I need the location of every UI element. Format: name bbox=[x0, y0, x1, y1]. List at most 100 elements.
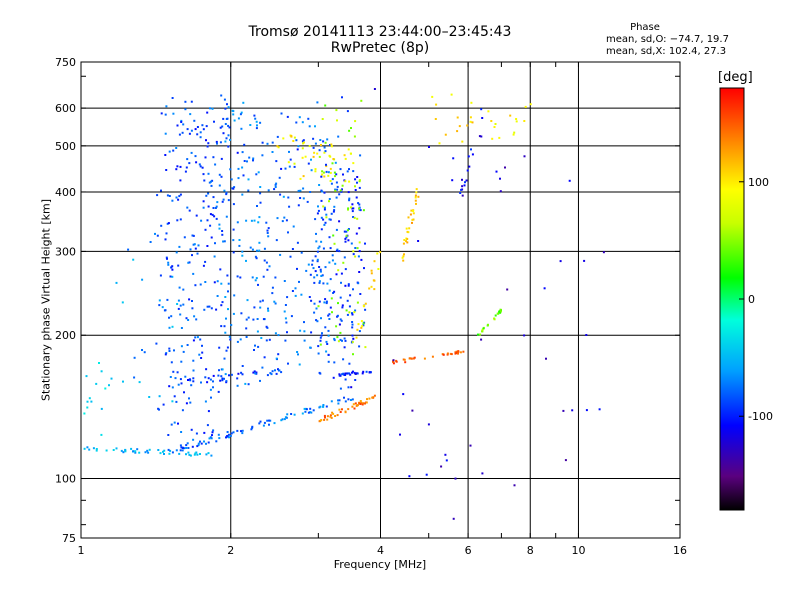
data-point bbox=[359, 403, 362, 405]
data-point bbox=[298, 116, 301, 119]
data-point bbox=[100, 433, 103, 436]
data-point bbox=[333, 339, 336, 342]
data-point bbox=[319, 139, 322, 141]
data-point bbox=[351, 207, 354, 210]
data-point bbox=[414, 196, 417, 199]
data-point bbox=[344, 268, 347, 271]
data-point bbox=[178, 452, 181, 455]
data-point bbox=[358, 227, 361, 230]
data-point bbox=[487, 323, 489, 326]
data-point bbox=[302, 139, 305, 142]
data-point bbox=[318, 184, 321, 186]
data-point bbox=[353, 371, 356, 374]
data-point bbox=[206, 305, 209, 308]
data-point bbox=[404, 361, 407, 364]
data-point bbox=[338, 374, 341, 377]
data-point bbox=[352, 250, 355, 253]
data-point bbox=[214, 163, 217, 166]
data-point bbox=[238, 239, 241, 241]
data-point bbox=[321, 274, 324, 277]
data-point bbox=[180, 360, 183, 363]
data-point bbox=[342, 358, 345, 361]
data-point bbox=[329, 278, 332, 281]
data-point bbox=[239, 276, 242, 279]
data-point bbox=[360, 401, 363, 404]
data-point bbox=[401, 256, 404, 259]
data-point bbox=[358, 208, 361, 211]
data-point bbox=[311, 259, 314, 262]
data-point bbox=[328, 313, 331, 316]
data-point bbox=[377, 268, 380, 270]
data-point bbox=[286, 331, 288, 334]
data-point bbox=[156, 234, 159, 237]
data-point bbox=[323, 175, 326, 178]
data-point bbox=[180, 382, 183, 385]
data-point bbox=[190, 384, 193, 387]
data-point bbox=[410, 209, 413, 212]
data-point bbox=[225, 193, 228, 196]
data-point bbox=[163, 449, 166, 452]
data-point bbox=[211, 107, 214, 110]
data-point bbox=[460, 188, 463, 191]
x-tick-label: 10 bbox=[571, 544, 585, 557]
data-point bbox=[523, 120, 526, 122]
data-point bbox=[360, 258, 363, 261]
data-point bbox=[219, 379, 222, 382]
data-point bbox=[267, 309, 270, 312]
data-point bbox=[523, 334, 526, 337]
data-point bbox=[278, 369, 281, 372]
data-point bbox=[177, 264, 180, 267]
data-point bbox=[176, 219, 179, 222]
data-point bbox=[369, 371, 372, 374]
data-point bbox=[347, 207, 350, 210]
data-point bbox=[189, 454, 192, 457]
data-point bbox=[232, 187, 235, 190]
data-point bbox=[354, 185, 356, 188]
data-point bbox=[456, 130, 459, 133]
data-point bbox=[179, 313, 182, 316]
data-point bbox=[232, 110, 235, 113]
data-point bbox=[278, 176, 281, 179]
data-point bbox=[358, 330, 361, 333]
data-point bbox=[350, 399, 352, 401]
data-point bbox=[156, 194, 159, 197]
data-point bbox=[247, 178, 250, 181]
data-point bbox=[253, 219, 256, 222]
data-point bbox=[215, 440, 218, 443]
data-point bbox=[321, 170, 324, 173]
data-point bbox=[347, 408, 350, 411]
data-point bbox=[204, 156, 207, 159]
data-point bbox=[263, 259, 266, 262]
data-point bbox=[284, 339, 287, 342]
data-point bbox=[326, 418, 329, 421]
data-point bbox=[214, 242, 216, 245]
data-point bbox=[284, 167, 287, 170]
data-point bbox=[185, 444, 188, 447]
data-point bbox=[427, 423, 430, 426]
data-point bbox=[274, 369, 276, 372]
data-point bbox=[358, 207, 360, 210]
data-point bbox=[210, 184, 213, 187]
data-point bbox=[218, 369, 220, 372]
data-point bbox=[206, 424, 209, 427]
data-point bbox=[319, 339, 322, 342]
data-point bbox=[241, 166, 244, 169]
data-point bbox=[459, 192, 462, 194]
data-point bbox=[315, 307, 318, 310]
data-point bbox=[189, 401, 192, 404]
data-point bbox=[229, 434, 232, 437]
data-point bbox=[499, 308, 502, 311]
data-point bbox=[316, 274, 319, 277]
data-point bbox=[172, 149, 175, 152]
data-point bbox=[341, 96, 343, 99]
data-point bbox=[351, 334, 354, 337]
data-point bbox=[207, 172, 210, 175]
y-tick-label: 500 bbox=[55, 140, 76, 153]
data-point bbox=[226, 435, 229, 437]
data-point bbox=[239, 113, 242, 116]
data-point bbox=[175, 147, 178, 149]
data-point bbox=[143, 351, 146, 354]
data-point bbox=[205, 194, 208, 197]
data-point bbox=[249, 124, 252, 126]
data-point bbox=[223, 357, 226, 360]
